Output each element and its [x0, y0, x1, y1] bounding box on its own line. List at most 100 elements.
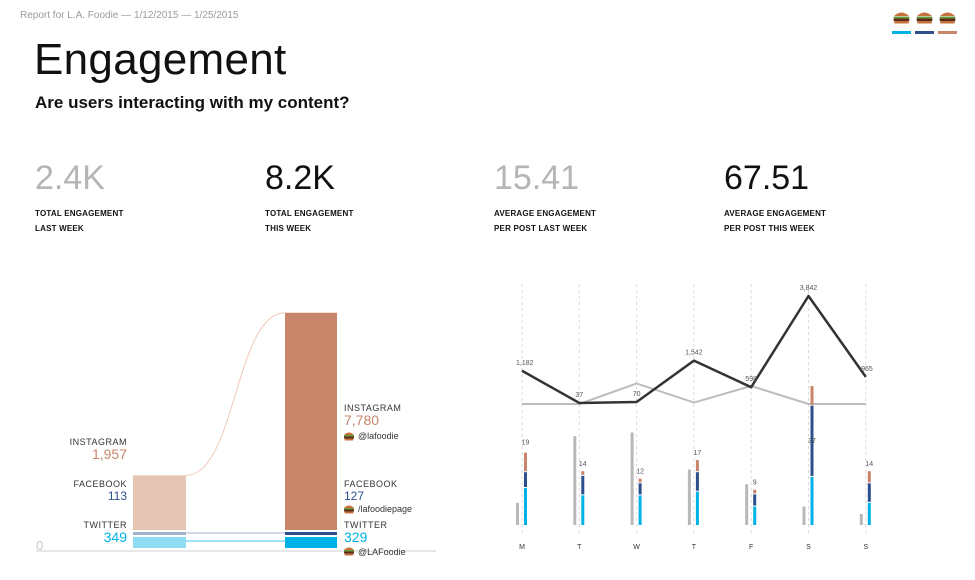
- line-series-this-week: [521, 294, 867, 405]
- account-color-bar: [892, 31, 911, 34]
- kpi-value: 8.2K: [265, 159, 335, 197]
- burger-patty: [344, 436, 354, 439]
- series-label-instagram: INSTAGRAM: [70, 437, 127, 447]
- series-label-instagram: INSTAGRAM: [344, 403, 401, 413]
- kpi-label: AVERAGE ENGAGEMENT PER POST LAST WEEK: [494, 206, 694, 236]
- day-tick-label: T: [577, 544, 582, 551]
- account-color-bar: [938, 31, 957, 34]
- bar-last-week: [630, 432, 634, 525]
- bar-segment-this-week: [695, 460, 699, 472]
- account-switcher: [892, 9, 957, 35]
- burger-icon: [344, 432, 354, 441]
- burger-bun: [344, 511, 354, 514]
- bar-segment-this-week: [638, 495, 642, 525]
- bar-segment-twitter: [285, 537, 337, 548]
- page-title: Engagement: [34, 35, 287, 84]
- bar-segment-this-week: [753, 506, 757, 525]
- bar-segment-this-week: [581, 471, 585, 475]
- axis-zero-label: 0: [36, 538, 43, 553]
- bar-segment-this-week: [524, 472, 527, 487]
- burger-bun: [344, 553, 354, 556]
- day-tick-label: W: [633, 544, 640, 551]
- day-tick-label: S: [863, 544, 868, 551]
- bar-last-week: [745, 484, 749, 525]
- data-label-twitter: 329: [344, 529, 368, 545]
- account-instagram[interactable]: [892, 9, 911, 35]
- report-title: Report for L.A. Foodie — 1/12/2015 — 1/2…: [20, 10, 239, 21]
- page-subtitle: Are users interacting with my content?: [35, 93, 350, 112]
- burger-icon: [916, 12, 933, 24]
- line-data-label: 1,542: [685, 350, 703, 357]
- bar-segment-this-week: [867, 471, 871, 483]
- burger-icon: [893, 12, 910, 24]
- bar-segment-this-week: [810, 405, 814, 476]
- line-data-label: 3,842: [800, 285, 818, 292]
- engagement-stacked-chart: 0INSTAGRAM1,957FACEBOOK113TWITTER349INST…: [36, 312, 436, 557]
- bar-segment-this-week: [810, 476, 814, 525]
- kpi-label-line: AVERAGE ENGAGEMENT: [724, 209, 827, 218]
- bar-top-label: 14: [579, 461, 587, 468]
- burger-bun: [344, 438, 354, 441]
- daily-engagement-chart: 1,182 37 70 1,542 598 3,842 965 19 14 12 17 9 37 14 M T…: [516, 284, 873, 551]
- kpi-label-line: PER POST THIS WEEK: [724, 224, 815, 233]
- bar-last-week: [687, 469, 691, 525]
- flow-curve-instagram: [185, 312, 286, 476]
- burger-bun: [344, 432, 354, 435]
- kpi-value: 15.41: [494, 159, 580, 197]
- account-facebook[interactable]: [915, 9, 934, 35]
- bar-segment-this-week: [695, 491, 699, 525]
- bar-segment-this-week: [638, 483, 642, 495]
- bar-segment-this-week: [867, 502, 871, 525]
- kpi-label: TOTAL ENGAGEMENT THIS WEEK: [265, 206, 465, 236]
- day-tick-label: T: [692, 544, 697, 551]
- data-label-twitter: 349: [104, 529, 128, 545]
- kpi-total-last-week: 2.4K TOTAL ENGAGEMENT LAST WEEK: [35, 158, 235, 236]
- handle-label-facebook: /lafoodiepage: [358, 504, 412, 514]
- series-label-twitter: TWITTER: [84, 520, 128, 530]
- line-data-label: 598: [745, 376, 757, 383]
- bar-segment-instagram: [133, 475, 186, 530]
- bar-segment-this-week: [753, 494, 757, 506]
- burger-patty: [344, 551, 354, 554]
- series-label-facebook: FACEBOOK: [344, 479, 398, 489]
- data-label-facebook: 127: [344, 489, 364, 503]
- bar-last-week: [516, 502, 519, 525]
- series-label-twitter: TWITTER: [344, 520, 388, 530]
- kpi-label: AVERAGE ENGAGEMENT PER POST THIS WEEK: [724, 206, 924, 236]
- data-label-instagram: 7,780: [344, 412, 379, 428]
- day-tick-label: M: [519, 544, 525, 551]
- bar-top-label: 19: [522, 440, 530, 447]
- burger-lettuce: [344, 435, 354, 437]
- bar-last-week: [859, 513, 863, 525]
- kpi-label-line: THIS WEEK: [265, 224, 312, 233]
- bar-segment-instagram: [285, 312, 337, 530]
- burger-bun: [344, 505, 354, 508]
- line-data-label: 70: [633, 391, 641, 398]
- burger-patty: [344, 509, 354, 512]
- bar-segment-this-week: [524, 488, 527, 525]
- account-color-bar: [915, 31, 934, 34]
- account-twitter[interactable]: [938, 9, 957, 35]
- kpi-total-this-week: 8.2K TOTAL ENGAGEMENT THIS WEEK: [265, 158, 465, 236]
- bar-segment-this-week: [524, 452, 527, 472]
- kpi-average-this-week: 67.51 AVERAGE ENGAGEMENT PER POST THIS W…: [724, 158, 924, 236]
- kpi-label-line: TOTAL ENGAGEMENT: [35, 209, 124, 218]
- kpi-label-line: PER POST LAST WEEK: [494, 224, 588, 233]
- day-tick-label: S: [806, 544, 811, 551]
- bar-segment-this-week: [810, 386, 814, 405]
- bar-segment-facebook: [133, 532, 186, 535]
- bar-segment-this-week: [581, 475, 585, 495]
- line-data-label: 1,182: [516, 360, 534, 367]
- kpi-label-line: AVERAGE ENGAGEMENT: [494, 209, 597, 218]
- data-label-instagram: 1,957: [92, 446, 127, 462]
- bar-segment-this-week: [581, 495, 585, 525]
- burger-lettuce: [344, 508, 354, 510]
- kpi-label-line: LAST WEEK: [35, 224, 84, 233]
- burger-icon: [939, 12, 956, 24]
- day-tick-label: F: [749, 544, 753, 551]
- bar-top-label: 17: [694, 450, 702, 457]
- data-label-facebook: 113: [108, 489, 127, 503]
- bar-segment-facebook: [285, 532, 337, 535]
- bar-segment-this-week: [695, 472, 699, 491]
- kpi-label: TOTAL ENGAGEMENT LAST WEEK: [35, 206, 235, 236]
